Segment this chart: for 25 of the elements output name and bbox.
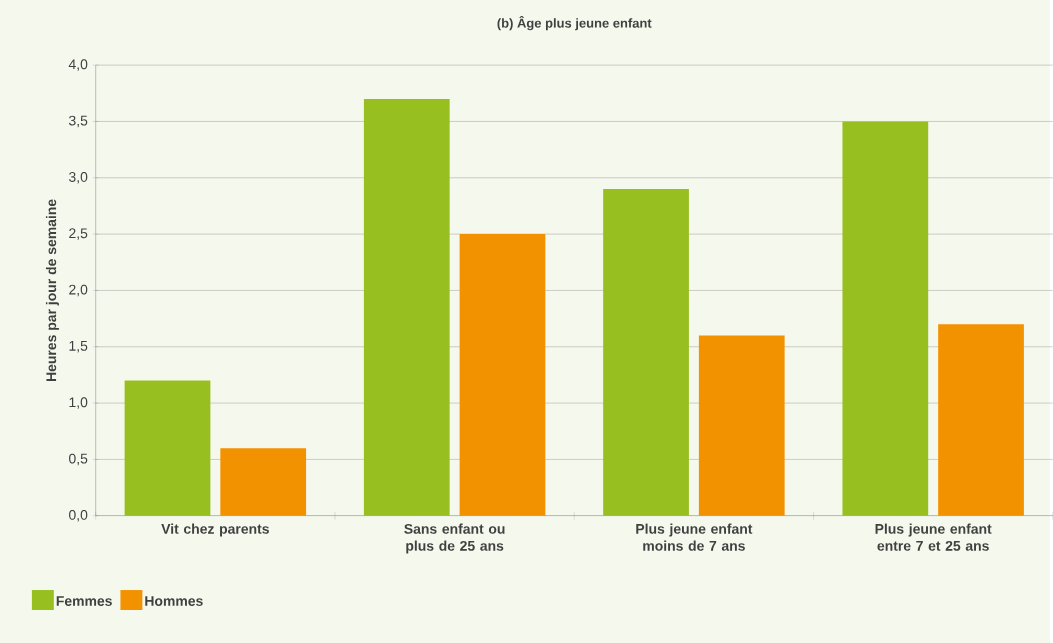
y-tick-label: 3,5 (69, 115, 88, 128)
bar (220, 448, 307, 516)
bar (842, 121, 929, 516)
bar (603, 189, 689, 516)
y-tick-label: 0,5 (69, 453, 88, 466)
y-tick-label: 2,5 (69, 228, 88, 240)
chart-title: (b) Âge plus jeune enfant (497, 15, 652, 31)
y-tick-label: 2,0 (69, 284, 88, 297)
legend-label: Femmes (56, 596, 112, 606)
y-tick-label: 1,5 (69, 341, 88, 353)
bar (938, 324, 1024, 516)
x-tick-label: Plus jeune enfant entre 7 et 25 ans (875, 523, 992, 551)
legend-label: Hommes (145, 596, 203, 606)
bar (698, 335, 785, 516)
y-axis-title: Heures par jour de semaine (45, 199, 59, 382)
y-tick-label: 4,0 (68, 59, 88, 71)
x-tick-label: Vit chez parents (161, 523, 269, 537)
x-tick-label: Sans enfant ou plus de 25 ans (404, 523, 505, 554)
y-tick-label: 0,0 (69, 509, 88, 522)
x-tick-label: Plus jeune enfant moins de 7 ans (636, 523, 753, 551)
y-tick-label: 3,0 (69, 171, 88, 184)
bar (124, 380, 211, 516)
bar (363, 98, 450, 516)
y-tick-label: 1,0 (69, 397, 88, 409)
bar (459, 234, 546, 516)
